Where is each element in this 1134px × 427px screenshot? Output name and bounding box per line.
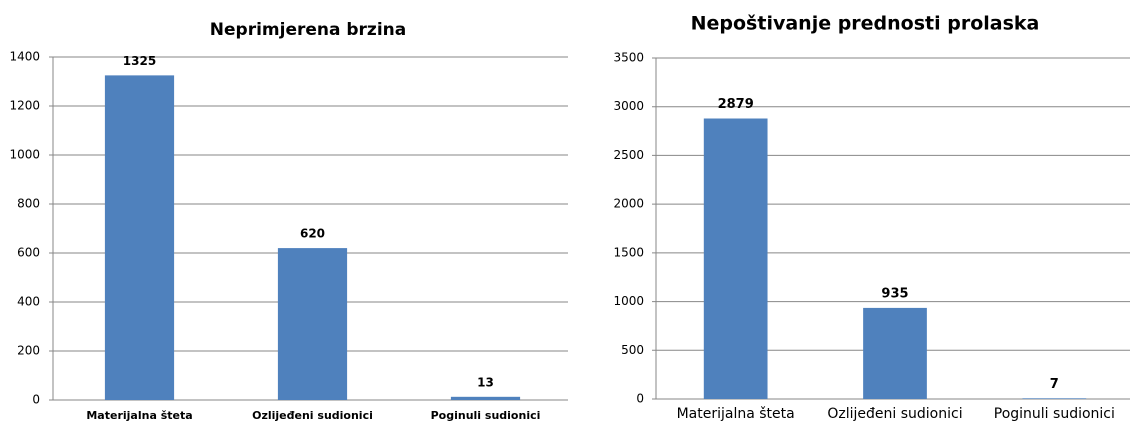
y-tick-label: 2000	[613, 197, 644, 211]
y-tick-label: 800	[17, 197, 40, 211]
y-tick-label: 2500	[613, 148, 644, 162]
x-tick-label: Ozlijeđeni sudionici	[827, 406, 962, 422]
bar	[277, 248, 348, 400]
x-tick-label: Ozlijeđeni sudionici	[252, 409, 373, 422]
y-tick-label: 1500	[613, 245, 644, 259]
y-tick-label: 1000	[613, 294, 644, 308]
data-label: 935	[881, 286, 908, 301]
y-tick-label: 1000	[9, 148, 40, 162]
x-tick-label: Poginuli sudionici	[431, 409, 541, 422]
bar	[104, 75, 175, 400]
y-tick-label: 0	[32, 393, 40, 407]
data-label: 2879	[718, 97, 754, 112]
bar	[1022, 398, 1087, 399]
bar	[703, 118, 768, 399]
y-tick-label: 1200	[9, 99, 40, 113]
y-tick-label: 1400	[9, 50, 40, 64]
y-tick-label: 600	[17, 246, 40, 260]
y-tick-label: 3500	[613, 51, 644, 65]
x-tick-label: Materijalna šteta	[677, 406, 795, 422]
y-tick-label: 200	[17, 344, 40, 358]
data-label: 1325	[123, 54, 156, 68]
data-label: 620	[300, 227, 325, 241]
y-tick-label: 500	[621, 343, 644, 357]
y-tick-label: 3000	[613, 99, 644, 113]
y-tick-label: 400	[17, 295, 40, 309]
y-tick-label: 0	[636, 392, 644, 406]
data-label: 7	[1050, 377, 1059, 392]
x-tick-label: Poginuli sudionici	[994, 406, 1115, 422]
bar	[450, 396, 521, 400]
chart-title: Nepoštivanje prednosti prolaska	[691, 13, 1040, 35]
data-label: 13	[477, 375, 494, 389]
x-tick-label: Materijalna šteta	[86, 409, 192, 422]
bar	[863, 307, 927, 399]
chart-title: Neprimjerena brzina	[210, 20, 406, 40]
